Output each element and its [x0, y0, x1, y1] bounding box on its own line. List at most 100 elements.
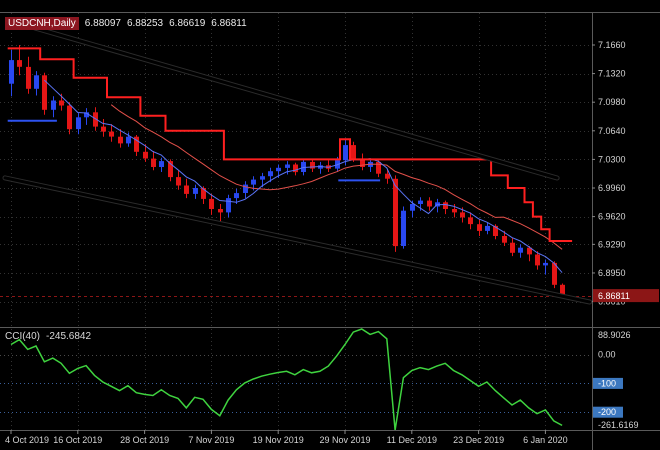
price-open: 6.88097: [84, 18, 121, 29]
candle-down: [42, 75, 47, 110]
candle-up: [268, 171, 273, 177]
candle-down: [59, 100, 64, 106]
candle-down: [17, 60, 22, 67]
candle-down: [393, 178, 398, 247]
axis-label: 6.8950: [598, 268, 626, 278]
axis-label: 6.9290: [598, 239, 626, 249]
candle-up: [418, 200, 423, 204]
axis-label: 29 Nov 2019: [319, 435, 370, 445]
candle-down: [535, 254, 540, 266]
axis-label: 7.1320: [598, 69, 626, 79]
price-axis: 7.1660 7.1320 7.0980 7.0640 7.0300 6.9960 6.96…: [592, 40, 659, 430]
candle-down: [134, 136, 139, 152]
axis-label: -200: [598, 407, 616, 417]
symbol-name-badge: USDCNH,Daily: [5, 17, 79, 30]
candle-down: [118, 136, 123, 144]
axis-label: 88.9026: [598, 330, 631, 340]
candle-up: [243, 184, 248, 193]
candle-down: [26, 66, 31, 89]
price-low: 6.86619: [169, 18, 206, 29]
candle-down: [493, 225, 498, 236]
cci-line: [10, 328, 563, 431]
ma-fast-line: [44, 79, 563, 273]
trendline-upper[interactable]: [33, 26, 559, 180]
cci-level-badge: [593, 406, 623, 418]
candle-down: [468, 217, 473, 225]
candle-down: [218, 209, 223, 213]
current-price-badge: [593, 289, 659, 303]
candle-down: [360, 158, 365, 167]
candle-up: [159, 161, 164, 167]
candle-up: [343, 145, 348, 161]
candle-down: [201, 188, 206, 199]
candle-down: [109, 131, 114, 137]
candle-down: [310, 161, 315, 169]
candle-down: [168, 161, 173, 178]
candle-up: [9, 60, 14, 84]
candle-up: [251, 179, 256, 185]
candle-down: [552, 262, 557, 285]
candle-up: [126, 136, 131, 144]
candle-up: [234, 193, 239, 199]
axis-label: -261.6169: [598, 420, 639, 430]
candle-up: [485, 225, 490, 231]
candle-down: [143, 151, 148, 159]
axis-label: 4 Oct 2019: [5, 435, 49, 445]
candle-up: [226, 198, 231, 213]
axis-label: 19 Nov 2019: [253, 435, 304, 445]
indicator-label: CCI(40) -245.6842: [5, 331, 91, 342]
axis-label: 7.1660: [598, 40, 626, 50]
candle-up: [193, 188, 198, 194]
candle-down: [93, 112, 98, 127]
candle-down: [385, 173, 390, 179]
candle-down: [427, 200, 432, 207]
candle-down: [67, 105, 72, 130]
axis-label: 6.9620: [598, 212, 626, 222]
candle-down: [527, 247, 532, 255]
trendline-lower[interactable]: [3, 176, 592, 304]
candle-down: [443, 202, 448, 209]
axis-label: 7 Nov 2019: [188, 435, 234, 445]
cci-panel-layer: [0, 328, 592, 431]
candle-up: [518, 247, 523, 253]
grid-layer: [0, 13, 592, 430]
axis-label: 6 Jan 2020: [523, 435, 568, 445]
indicator-name: CCI(40): [5, 331, 41, 342]
candle-down: [460, 212, 465, 218]
candle-up: [84, 112, 89, 118]
candle-up: [276, 167, 281, 172]
candle-up: [401, 210, 406, 246]
candle-down: [560, 284, 565, 296]
axis-label: 23 Dec 2019: [453, 435, 504, 445]
axis-label: 7.0980: [598, 97, 626, 107]
candle-down: [176, 177, 181, 186]
ma-slow-line: [110, 104, 563, 250]
price-high: 6.88253: [126, 18, 164, 29]
candle-up: [285, 164, 290, 168]
axis-label: 28 Oct 2019: [120, 435, 169, 445]
candle-down: [101, 126, 106, 132]
candle-up: [76, 117, 81, 130]
axis-panel-bg: [593, 0, 660, 450]
candle-down: [502, 236, 507, 243]
candle-down: [510, 242, 515, 253]
candle-up: [51, 100, 56, 110]
symbol-title-bar: USDCNH,Daily 6.88097 6.88253 6.86619 6.8…: [5, 17, 247, 30]
candle-down: [452, 209, 457, 213]
resistance-step-line[interactable]: [7, 47, 573, 242]
indicator-value: -245.6842: [46, 331, 92, 342]
price-chart-layer: [9, 45, 565, 298]
candle-down: [293, 164, 298, 173]
candle-up: [301, 161, 306, 172]
axis-label: 6.86811: [598, 291, 630, 301]
cci-level-badge: [593, 377, 623, 389]
candle-down: [184, 185, 189, 194]
axis-label: 7.0300: [598, 154, 626, 164]
candle-up: [34, 75, 39, 89]
axis-label: 7.0640: [598, 126, 626, 136]
axis-label: 11 Dec 2019: [387, 435, 437, 445]
axis-label: -100: [598, 378, 616, 388]
candle-down: [351, 145, 356, 159]
time-axis: 4 Oct 2019 16 Oct 2019 28 Oct 2019 7 Nov 20…: [5, 430, 568, 445]
